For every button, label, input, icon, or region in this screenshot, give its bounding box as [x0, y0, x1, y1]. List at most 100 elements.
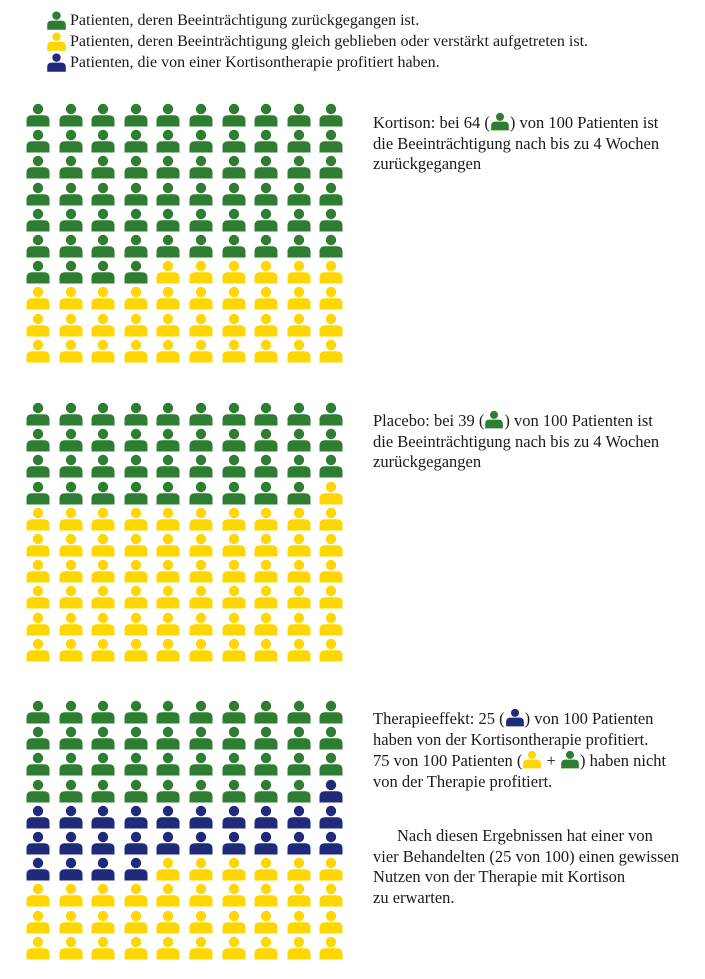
person-icon-unchanged — [155, 559, 181, 583]
person-icon-unchanged — [286, 612, 312, 636]
person-icon-improved — [221, 481, 247, 505]
caption-text: ) von 100 Patienten — [524, 709, 654, 728]
person-icon-unchanged — [90, 559, 116, 583]
person-icon-benefited — [58, 805, 84, 829]
person-icon-green — [560, 750, 580, 769]
person-icon-unchanged — [318, 533, 344, 557]
person-icon-benefited — [123, 831, 149, 855]
person-icon-unchanged — [188, 260, 214, 284]
conclusion-line: Nach diesen Ergebnissen hat einer von — [397, 826, 653, 845]
person-icon-improved — [318, 234, 344, 258]
person-icon-unchanged — [221, 638, 247, 662]
person-icon-unchanged — [286, 260, 312, 284]
person-icon-improved — [58, 182, 84, 206]
conclusion-line: vier Behandelten (25 von 100) einen gewi… — [373, 846, 680, 866]
person-icon-improved — [188, 726, 214, 750]
person-icon-improved — [221, 129, 247, 153]
person-icon-benefited — [90, 857, 116, 881]
person-icon-improved — [253, 481, 279, 505]
person-icon-improved — [188, 481, 214, 505]
person-icon-unchanged — [286, 585, 312, 609]
person-icon-unchanged — [90, 533, 116, 557]
person-icon-unchanged — [286, 936, 312, 960]
person-icon-unchanged — [318, 585, 344, 609]
person-icon-improved — [25, 481, 51, 505]
person-icon-unchanged — [188, 857, 214, 881]
person-icon-improved — [253, 234, 279, 258]
person-icon-improved — [123, 700, 149, 724]
person-icon-improved — [25, 208, 51, 232]
person-icon-improved — [123, 129, 149, 153]
person-icon-improved — [155, 700, 181, 724]
person-icon-improved — [123, 260, 149, 284]
caption-text: 75 von 100 Patienten ( — [373, 751, 523, 770]
person-icon-improved — [58, 103, 84, 127]
person-icon-improved — [90, 234, 116, 258]
person-icon-unchanged — [221, 883, 247, 907]
person-icon-unchanged — [155, 612, 181, 636]
legend-item-improved: Patienten, deren Beeinträchtigung zurück… — [46, 10, 588, 31]
person-icon-unchanged — [25, 559, 51, 583]
person-icon-improved — [123, 428, 149, 452]
person-icon-unchanged — [318, 260, 344, 284]
person-icon-unchanged — [286, 910, 312, 934]
person-icon-unchanged — [221, 339, 247, 363]
person-icon-unchanged — [155, 286, 181, 310]
person-icon-improved — [58, 234, 84, 258]
person-icon-unchanged — [155, 883, 181, 907]
caption-therapieeffekt: Therapieeffekt: 25 () von 100 Patienten … — [373, 708, 693, 792]
person-icon-unchanged — [58, 883, 84, 907]
person-icon-improved — [253, 779, 279, 803]
person-icon-improved — [90, 454, 116, 478]
person-icon-unchanged — [25, 612, 51, 636]
person-icon-unchanged — [123, 313, 149, 337]
person-icon-improved — [253, 726, 279, 750]
panel-placebo — [25, 402, 351, 664]
person-icon-unchanged — [318, 612, 344, 636]
person-icon-improved — [318, 700, 344, 724]
person-icon-improved — [90, 155, 116, 179]
person-icon-improved — [318, 454, 344, 478]
person-icon-unchanged — [253, 638, 279, 662]
person-icon-improved — [188, 428, 214, 452]
person-icon-unchanged — [318, 286, 344, 310]
person-icon-unchanged — [123, 339, 149, 363]
caption-text: zurückgegangen — [373, 154, 482, 173]
person-icon-unchanged — [155, 857, 181, 881]
person-icon-unchanged — [58, 585, 84, 609]
person-icon-unchanged — [25, 585, 51, 609]
person-icon-improved — [90, 103, 116, 127]
person-icon-improved — [123, 402, 149, 426]
person-icon-unchanged — [318, 857, 344, 881]
person-icon-improved — [58, 208, 84, 232]
person-icon-benefited — [25, 857, 51, 881]
person-icon-improved — [90, 752, 116, 776]
person-icon-improved — [318, 182, 344, 206]
person-icon-improved — [58, 752, 84, 776]
person-icon-unchanged — [318, 936, 344, 960]
person-icon-improved — [286, 234, 312, 258]
person-icon-benefited — [221, 805, 247, 829]
person-icon-unchanged — [318, 313, 344, 337]
person-icon-unchanged — [286, 883, 312, 907]
person-icon-unchanged — [123, 286, 149, 310]
person-icon-unchanged — [253, 559, 279, 583]
person-icon-unchanged — [221, 936, 247, 960]
person-icon-improved — [58, 428, 84, 452]
person-icon-benefited — [318, 831, 344, 855]
person-icon-improved — [221, 208, 247, 232]
person-icon-improved — [25, 103, 51, 127]
person-icon-unchanged — [286, 857, 312, 881]
person-icon-improved — [286, 726, 312, 750]
person-icon-unchanged — [318, 339, 344, 363]
person-icon-unchanged — [188, 507, 214, 531]
person-icon-green — [46, 10, 67, 31]
person-icon-benefited — [58, 831, 84, 855]
person-icon-unchanged — [25, 507, 51, 531]
caption-text: die Beeinträchtigung nach bis zu 4 Woche… — [373, 431, 660, 451]
caption-kortison: Kortison: bei 64 () von 100 Patienten is… — [373, 112, 693, 175]
person-icon-blue — [505, 708, 525, 727]
conclusion-text: Nach diesen Ergebnissen hat einer von vi… — [373, 826, 698, 908]
legend-label-unchanged: Patienten, deren Beeinträchtigung gleich… — [70, 32, 589, 50]
person-icon-unchanged — [188, 339, 214, 363]
